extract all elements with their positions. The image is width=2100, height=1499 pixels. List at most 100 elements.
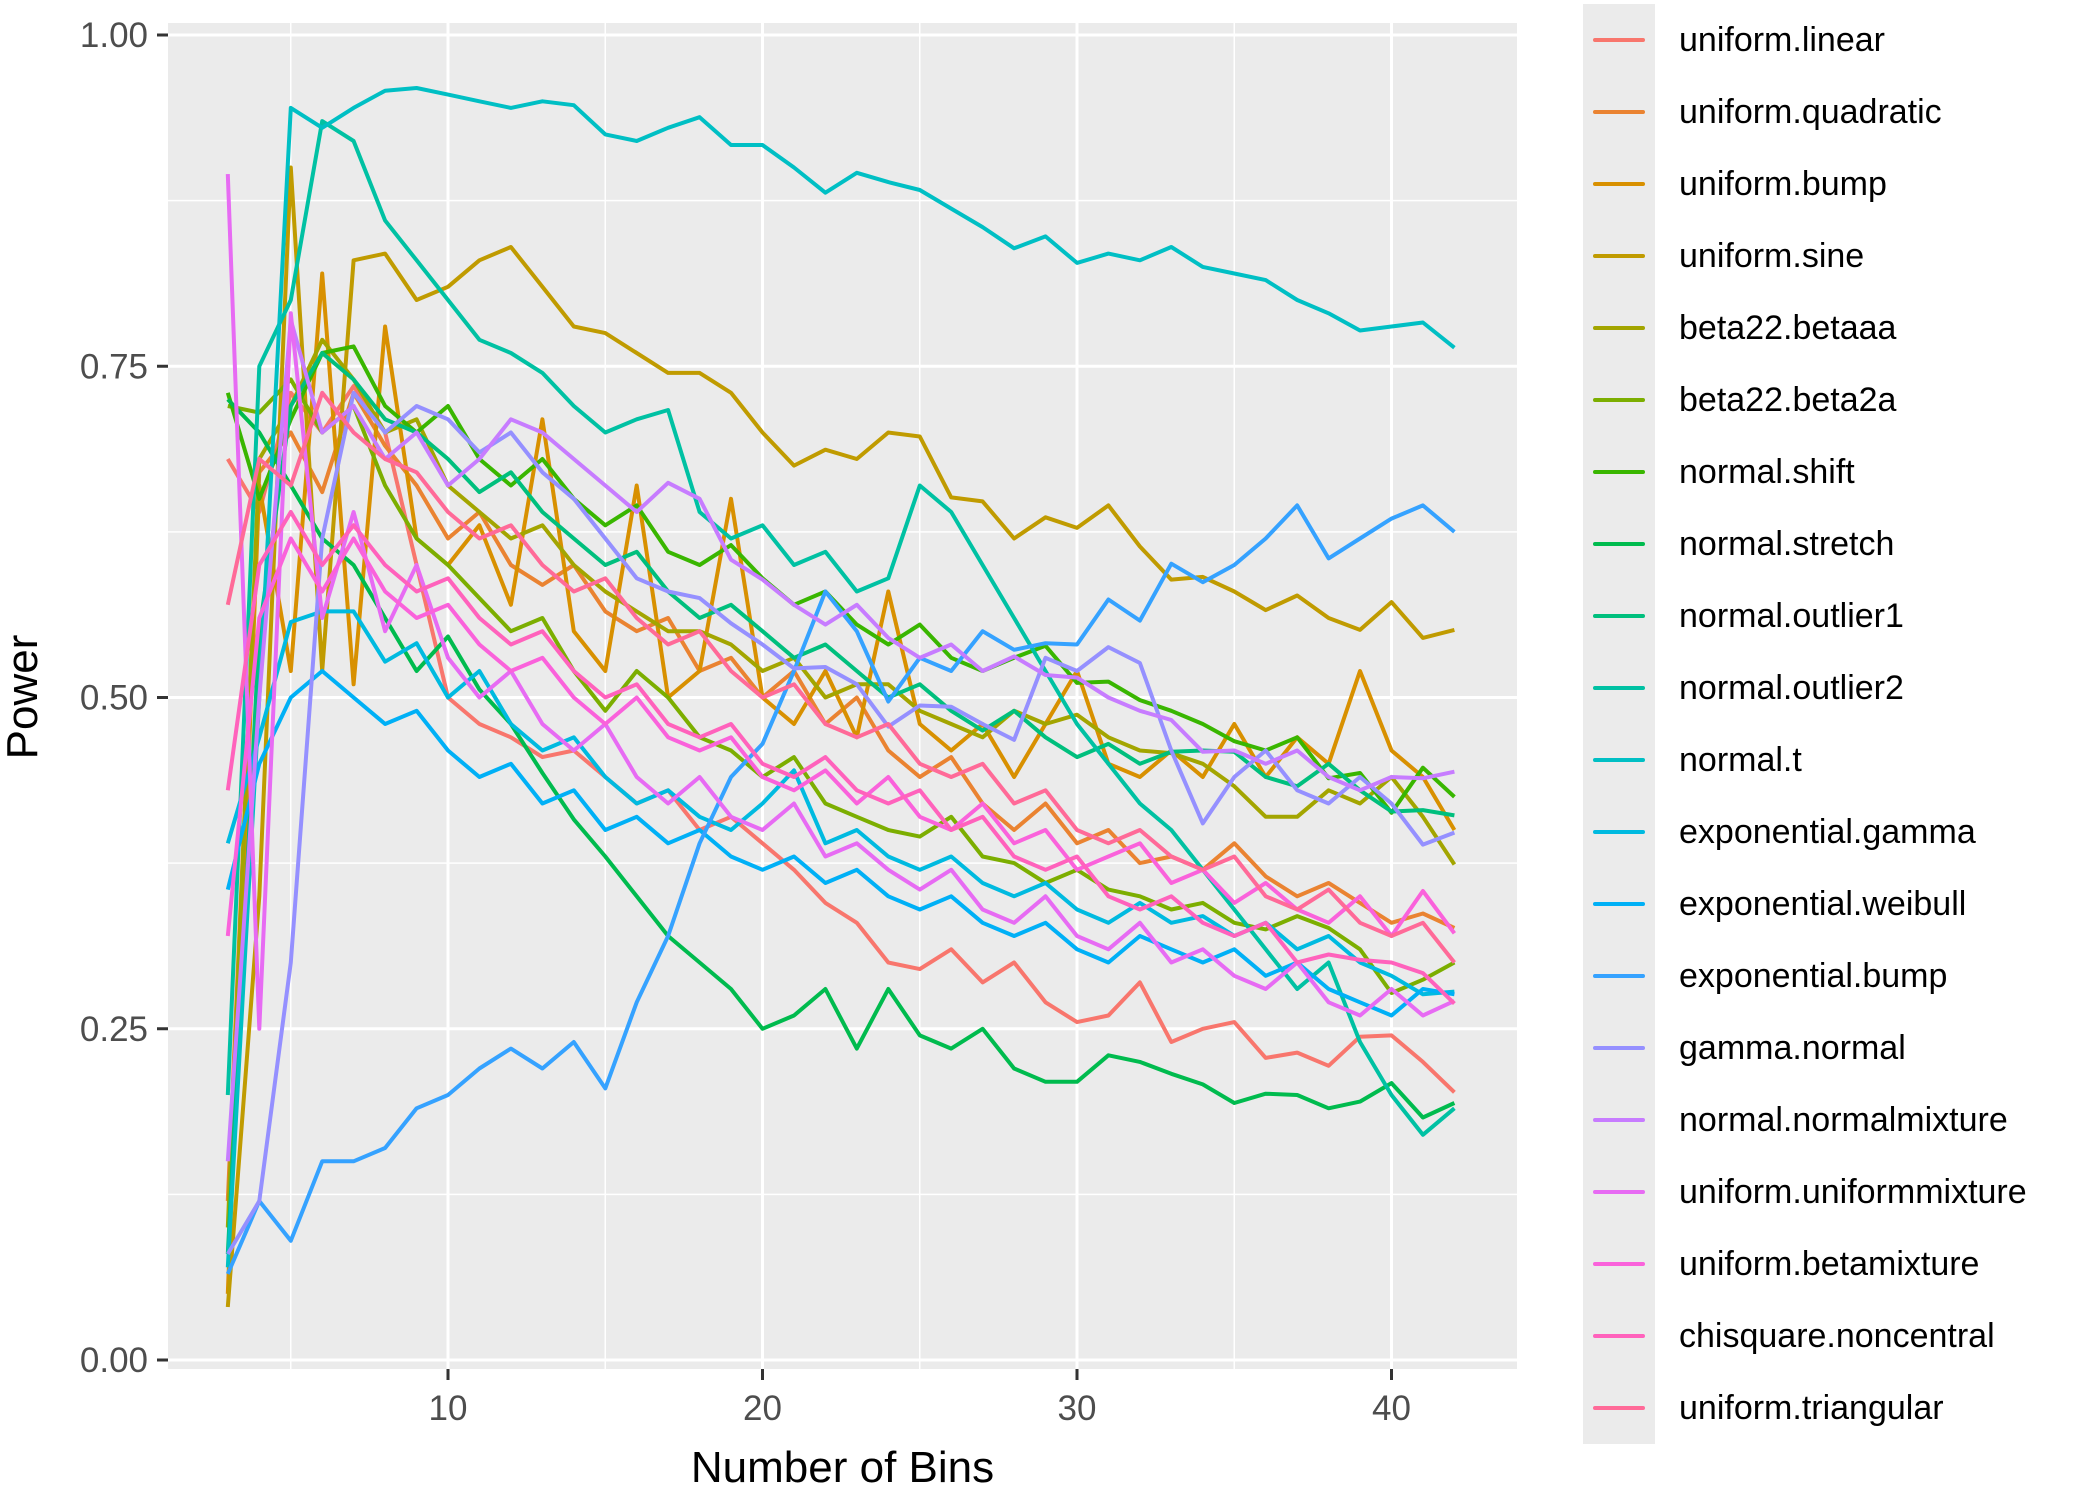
y-tick-label: 0.00 <box>80 1341 148 1380</box>
legend-key-icon <box>1583 4 1655 76</box>
y-tick-label: 0.25 <box>80 1010 148 1049</box>
legend-label: beta22.betaaa <box>1679 308 1897 347</box>
legend-label: uniform.uniformmixture <box>1679 1172 2027 1211</box>
series-line-beta22.betaaa <box>225 337 1457 1228</box>
legend-item-normal.stretch: normal.stretch <box>1583 508 2083 580</box>
legend-color-swatch <box>1593 182 1645 186</box>
legend-key-icon <box>1583 436 1655 508</box>
legend-color-swatch <box>1593 1262 1645 1266</box>
legend-key-icon <box>1583 652 1655 724</box>
legend-key-icon <box>1583 724 1655 796</box>
legend-label: beta22.beta2a <box>1679 380 1897 419</box>
legend-label: exponential.weibull <box>1679 884 1967 923</box>
legend-color-swatch <box>1593 758 1645 762</box>
legend-key-icon <box>1583 580 1655 652</box>
legend-color-swatch <box>1593 542 1645 546</box>
y-axis-title: Power <box>0 634 47 760</box>
legend-key-icon <box>1583 508 1655 580</box>
legend-color-swatch <box>1593 1190 1645 1194</box>
x-tick-label: 30 <box>1058 1389 1097 1428</box>
series-group <box>225 86 1457 1308</box>
legend-item-beta22.beta2a: beta22.beta2a <box>1583 364 2083 436</box>
legend-key-icon <box>1583 868 1655 940</box>
legend-key-icon <box>1583 940 1655 1012</box>
legend-color-swatch <box>1593 1334 1645 1338</box>
x-tick-label: 10 <box>429 1389 468 1428</box>
legend-label: uniform.sine <box>1679 236 1865 275</box>
legend-label: uniform.betamixture <box>1679 1244 1980 1283</box>
y-tick-label: 0.75 <box>80 347 148 386</box>
legend-label: uniform.bump <box>1679 164 1887 203</box>
legend-key-icon <box>1583 1156 1655 1228</box>
legend-color-swatch <box>1593 830 1645 834</box>
series-line-uniform.betamixture <box>225 536 1457 938</box>
legend-color-swatch <box>1593 254 1645 258</box>
legend-color-swatch <box>1593 902 1645 906</box>
legend-item-uniform.quadratic: uniform.quadratic <box>1583 76 2083 148</box>
legend-label: normal.shift <box>1679 452 1855 491</box>
legend-label: uniform.triangular <box>1679 1388 1944 1427</box>
legend-item-uniform.betamixture: uniform.betamixture <box>1583 1228 2083 1300</box>
series-line-normal.normalmixture <box>225 317 1455 1162</box>
legend-key-icon <box>1583 1372 1655 1444</box>
legend-item-uniform.sine: uniform.sine <box>1583 220 2083 292</box>
legend-key-icon <box>1583 292 1655 364</box>
legend-label: normal.outlier2 <box>1679 668 1904 707</box>
x-tick-label: 40 <box>1372 1389 1411 1428</box>
legend-key-icon <box>1583 1300 1655 1372</box>
legend-color-swatch <box>1593 686 1645 690</box>
legend-label: uniform.linear <box>1679 20 1885 59</box>
legend-color-swatch <box>1593 470 1645 474</box>
legend-color-swatch <box>1593 326 1645 330</box>
legend-item-chisquare.noncentral: chisquare.noncentral <box>1583 1300 2083 1372</box>
legend-item-uniform.uniformmixture: uniform.uniformmixture <box>1583 1156 2083 1228</box>
legend-label: gamma.normal <box>1679 1028 1906 1067</box>
legend-item-normal.t: normal.t <box>1583 724 2083 796</box>
legend-color-swatch <box>1593 1406 1645 1410</box>
legend-color-swatch <box>1593 614 1645 618</box>
series-line-normal.stretch <box>226 398 1456 1120</box>
legend-color-swatch <box>1593 38 1645 42</box>
legend-item-exponential.weibull: exponential.weibull <box>1583 868 2083 940</box>
y-tick-label: 1.00 <box>80 16 148 55</box>
legend-label: normal.normalmixture <box>1679 1100 2008 1139</box>
legend-item-exponential.gamma: exponential.gamma <box>1583 796 2083 868</box>
legend-key-icon <box>1583 364 1655 436</box>
legend-label: exponential.bump <box>1679 956 1948 995</box>
legend-label: chisquare.noncentral <box>1679 1316 1995 1355</box>
legend-item-normal.shift: normal.shift <box>1583 436 2083 508</box>
legend-key-icon <box>1583 1012 1655 1084</box>
legend-item-beta22.betaaa: beta22.betaaa <box>1583 292 2083 364</box>
legend-label: exponential.gamma <box>1679 812 1976 851</box>
series-line-uniform.triangular <box>225 390 1456 964</box>
legend-key-icon <box>1583 1084 1655 1156</box>
series-line-chisquare.noncentral <box>225 510 1456 1006</box>
legend-item-normal.outlier2: normal.outlier2 <box>1583 652 2083 724</box>
legend-item-uniform.linear: uniform.linear <box>1583 4 2083 76</box>
legend-key-icon <box>1583 220 1655 292</box>
legend-key-icon <box>1583 1228 1655 1300</box>
legend-key-icon <box>1583 148 1655 220</box>
legend-color-swatch <box>1593 1118 1645 1122</box>
series-line-normal.shift <box>225 344 1456 815</box>
series-line-uniform.quadratic <box>225 390 1456 1202</box>
legend-color-swatch <box>1593 1046 1645 1050</box>
legend: uniform.linear uniform.quadratic uniform.b… <box>1583 4 2083 1444</box>
y-tick-label: 0.50 <box>80 679 148 718</box>
legend-label: normal.stretch <box>1679 524 1895 563</box>
legend-label: uniform.quadratic <box>1679 92 1942 131</box>
legend-item-exponential.bump: exponential.bump <box>1583 940 2083 1012</box>
legend-color-swatch <box>1593 398 1645 402</box>
legend-item-normal.outlier1: normal.outlier1 <box>1583 580 2083 652</box>
legend-color-swatch <box>1593 974 1645 978</box>
x-axis-title: Number of Bins <box>690 1443 995 1492</box>
series-line-uniform.linear <box>226 384 1456 1094</box>
legend-label: normal.outlier1 <box>1679 596 1904 635</box>
series-line-exponential.weibull <box>225 669 1455 1018</box>
legend-item-uniform.bump: uniform.bump <box>1583 148 2083 220</box>
legend-label: normal.t <box>1679 740 1802 779</box>
series-line-beta22.beta2a <box>227 377 1456 995</box>
legend-key-icon <box>1583 796 1655 868</box>
